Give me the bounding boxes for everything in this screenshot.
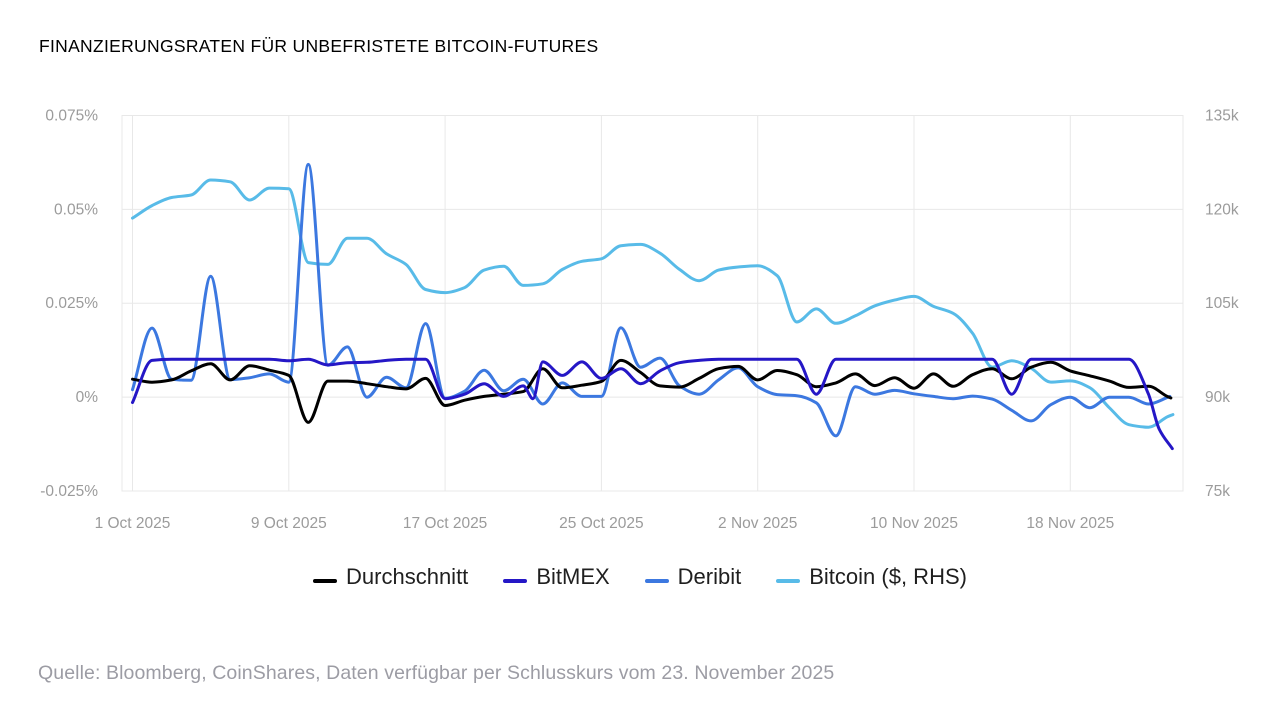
- svg-text:0%: 0%: [76, 389, 99, 406]
- svg-text:9 Oct 2025: 9 Oct 2025: [251, 515, 327, 532]
- svg-text:2 Nov 2025: 2 Nov 2025: [718, 515, 797, 532]
- svg-text:0.025%: 0.025%: [45, 295, 98, 312]
- svg-text:1 Oct 2025: 1 Oct 2025: [95, 515, 171, 532]
- svg-text:25 Oct 2025: 25 Oct 2025: [559, 515, 643, 532]
- svg-text:0.075%: 0.075%: [45, 108, 98, 125]
- svg-text:-0.025%: -0.025%: [40, 483, 98, 500]
- svg-text:75k: 75k: [1205, 483, 1230, 500]
- svg-text:10 Nov 2025: 10 Nov 2025: [870, 515, 958, 532]
- svg-text:90k: 90k: [1205, 389, 1230, 406]
- svg-text:0.05%: 0.05%: [54, 201, 98, 218]
- svg-text:17 Oct 2025: 17 Oct 2025: [403, 515, 487, 532]
- svg-text:120k: 120k: [1205, 201, 1239, 218]
- svg-text:18 Nov 2025: 18 Nov 2025: [1026, 515, 1114, 532]
- svg-text:135k: 135k: [1205, 108, 1239, 125]
- svg-text:105k: 105k: [1205, 295, 1239, 312]
